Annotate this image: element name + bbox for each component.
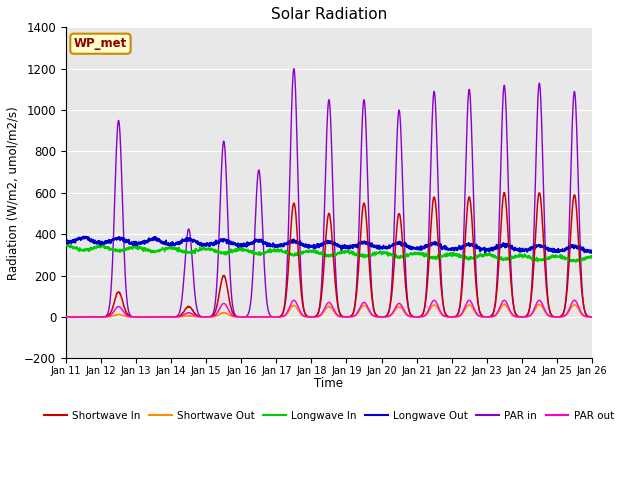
Text: WP_met: WP_met (74, 37, 127, 50)
Title: Solar Radiation: Solar Radiation (271, 7, 387, 22)
X-axis label: Time: Time (314, 377, 344, 390)
Legend: Shortwave In, Shortwave Out, Longwave In, Longwave Out, PAR in, PAR out: Shortwave In, Shortwave Out, Longwave In… (40, 407, 618, 425)
Y-axis label: Radiation (W/m2, umol/m2/s): Radiation (W/m2, umol/m2/s) (7, 106, 20, 280)
